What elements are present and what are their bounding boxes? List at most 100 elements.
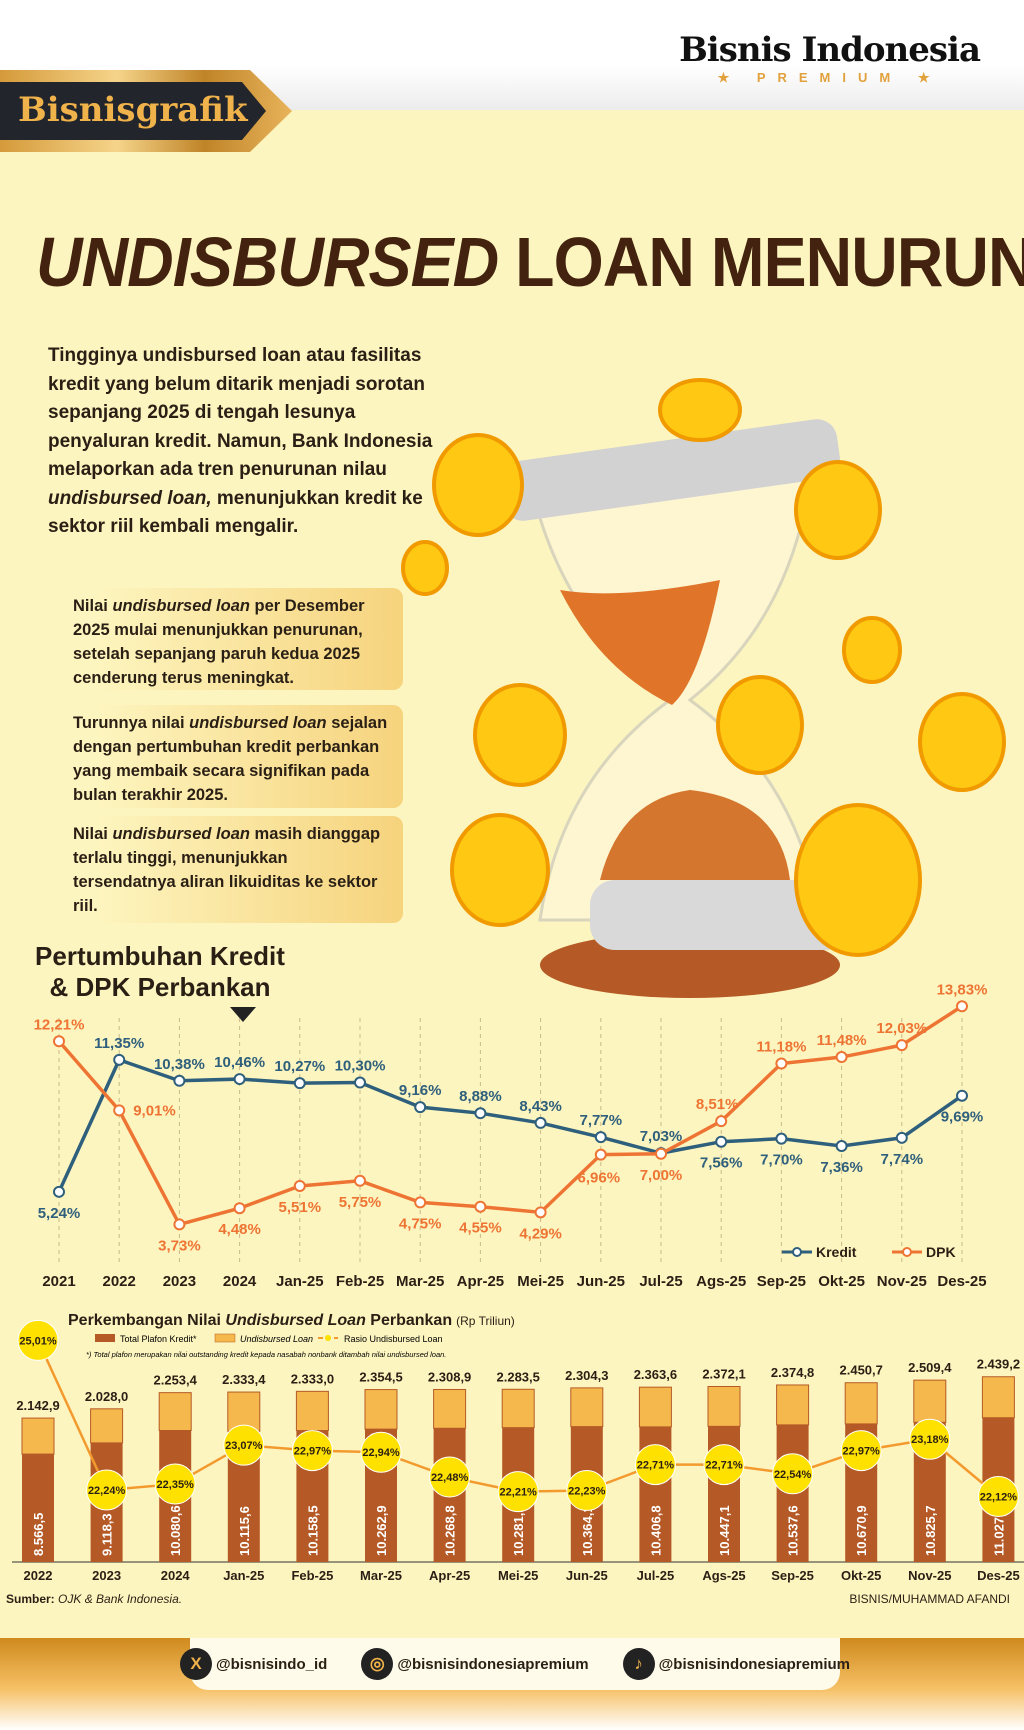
bar-undisbursed-label: 2.509,4	[908, 1360, 952, 1375]
point-text: sejalan dengan pertumbuhan kredit perban…	[73, 714, 388, 804]
x-tick-label: 2023	[163, 1273, 196, 1290]
bar-undisbursed	[90, 1408, 124, 1444]
data-label-kredit: 9,16%	[399, 1082, 442, 1099]
bar-undisbursed	[21, 1417, 55, 1455]
ratio-label: 22,71%	[705, 1460, 743, 1472]
data-label-kredit: 10,27%	[274, 1058, 325, 1075]
data-point-dpk	[594, 1148, 607, 1161]
data-point-kredit	[594, 1131, 607, 1144]
data-label-dpk: 4,55%	[459, 1220, 502, 1237]
ratio-label: 23,07%	[225, 1440, 263, 1452]
bar-plafon-label: 10.281,1	[511, 1505, 526, 1556]
bar-undisbursed-label: 2.354,5	[359, 1370, 402, 1385]
section-ribbon: Bisnisgrafik	[0, 70, 292, 152]
ratio-label: 22,12%	[980, 1491, 1018, 1503]
ratio-dot	[703, 1444, 745, 1486]
ratio-dot	[360, 1431, 402, 1473]
data-point-dpk	[895, 1039, 908, 1052]
ratio-label: 22,21%	[500, 1487, 538, 1499]
data-point-dpk	[835, 1051, 848, 1064]
bar-undisbursed-label: 2.450,7	[840, 1363, 883, 1378]
bar-undisbursed	[570, 1387, 604, 1428]
hourglass-illustration	[401, 378, 1006, 998]
social-x[interactable]: X @bisnisindo_id	[180, 1648, 327, 1680]
ratio-label: 25,01%	[19, 1335, 57, 1347]
data-label-dpk: 3,73%	[158, 1237, 201, 1254]
bar-undisbursed	[707, 1385, 741, 1427]
data-label-dpk: 12,03%	[876, 1020, 927, 1037]
series-line-kredit	[57, 1057, 964, 1193]
data-label-dpk: 11,48%	[817, 1032, 867, 1049]
ratio-label: 22,23%	[568, 1486, 606, 1498]
data-point-dpk	[715, 1115, 728, 1128]
x-tick-label: 2022	[103, 1273, 136, 1290]
brand-name: Bisnis Indonesia	[679, 30, 981, 70]
ratio-label: 22,71%	[637, 1460, 675, 1472]
brand-logo: Bisnis Indonesia ★ PREMIUM ★	[679, 30, 981, 86]
bar-undisbursed	[433, 1388, 467, 1429]
data-label-kredit: 5,24%	[38, 1205, 81, 1222]
x-tick-label: Des-25	[937, 1273, 986, 1290]
legend-swatch-plafon	[95, 1334, 115, 1342]
intro-end: menunjukkan kredit ke sektor riil kembal…	[48, 487, 423, 538]
x-tick-label: Apr-25	[429, 1568, 470, 1583]
bar-plafon-label: 10.447,1	[717, 1505, 732, 1556]
title-italic: UNDISBURSED	[36, 223, 499, 301]
legend-marker-dpk	[902, 1247, 912, 1257]
bar-undisbursed	[364, 1389, 398, 1430]
bar-undisbursed-label: 2.333,0	[291, 1371, 334, 1386]
data-point-dpk	[293, 1179, 306, 1192]
data-label-dpk: 5,75%	[339, 1194, 382, 1211]
point-text: Nilai	[73, 825, 113, 843]
bar-plafon-label: 10.080,6	[168, 1505, 183, 1556]
x-tick-label: Feb-25	[336, 1273, 384, 1290]
data-label-dpk: 4,75%	[399, 1215, 442, 1232]
title-rest: LOAN MENURUN	[498, 223, 1024, 301]
data-point-kredit	[414, 1101, 427, 1114]
x-tick-label: Des-25	[977, 1568, 1020, 1583]
legend-label-kredit: Kredit	[816, 1244, 857, 1260]
bar-undisbursed-label: 2.363,6	[634, 1367, 677, 1382]
x-tick-label: Nov-25	[877, 1273, 927, 1290]
data-label-kredit: 8,88%	[459, 1088, 502, 1105]
bar-chart-title: Perkembangan Nilai Undisbursed Loan Perb…	[68, 1312, 515, 1329]
data-point-dpk	[474, 1200, 487, 1213]
bar-undisbursed	[981, 1376, 1015, 1419]
ratio-label: 22,48%	[431, 1472, 469, 1484]
x-tick-label: Ags-25	[702, 1568, 745, 1583]
bar-plafon-label: 10.825,7	[923, 1505, 938, 1556]
x-tick-label: 2023	[92, 1568, 121, 1583]
data-label-kredit: 11,35%	[94, 1035, 144, 1052]
data-point-kredit	[113, 1053, 126, 1066]
social-tiktok[interactable]: ♪ @bisnisindonesiapremium	[622, 1648, 850, 1680]
bar-plafon-label: 10.364,1	[580, 1505, 595, 1556]
intro-italic: undisbursed loan,	[48, 487, 212, 509]
point-text: Nilai	[73, 597, 113, 615]
intro-part: Tingginya undisbursed loan atau fasilita…	[48, 345, 433, 480]
x-tick-label: Jan-25	[276, 1273, 324, 1290]
data-label-dpk: 11,18%	[756, 1039, 806, 1056]
data-label-kredit: 10,38%	[154, 1056, 205, 1073]
data-label-dpk: 6,96%	[578, 1170, 621, 1187]
social-instagram[interactable]: ◎ @bisnisindonesiapremium	[361, 1648, 589, 1680]
data-point-dpk	[775, 1057, 788, 1070]
x-tick-label: Okt-25	[818, 1273, 865, 1290]
data-label-dpk: 7,00%	[640, 1167, 683, 1184]
point-box-3: Nilai undisbursed loan masih dianggap te…	[63, 816, 403, 923]
ratio-dot	[909, 1418, 951, 1460]
data-point-kredit	[354, 1076, 366, 1089]
ratio-dot	[772, 1453, 814, 1495]
line-chart: Pertumbuhan Kredit & DPK Perbankan 2021 2…	[34, 941, 988, 1290]
bar-undisbursed	[158, 1392, 192, 1432]
tiktok-icon: ♪	[622, 1648, 655, 1680]
ratio-label: 23,18%	[911, 1434, 949, 1446]
x-tick-label: 2024	[161, 1568, 191, 1583]
point-text: per Desember 2025 mulai menunjukkan penu…	[73, 597, 365, 687]
legend-label-dpk: DPK	[926, 1244, 956, 1260]
ratio-dot	[497, 1471, 539, 1513]
legend-ratio-dot	[325, 1335, 331, 1341]
page-title: UNDISBURSED LOAN MENURUN	[36, 222, 1024, 302]
data-point-kredit	[715, 1135, 728, 1148]
social-handle: @bisnisindonesiapremium	[397, 1655, 589, 1673]
bar-undisbursed-label: 2.333,4	[222, 1372, 266, 1387]
